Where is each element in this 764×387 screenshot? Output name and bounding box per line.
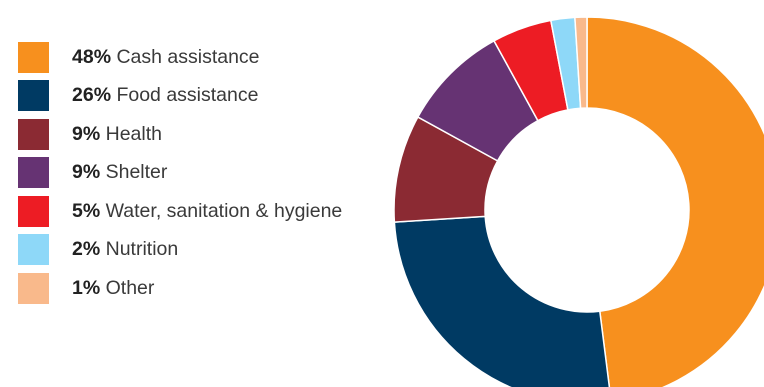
legend-swatch-shelter xyxy=(18,157,49,189)
donut-slice-food-assistance xyxy=(393,215,611,387)
legend-pct-water-sanitation-hygiene: 5% xyxy=(72,199,101,222)
donut-slice-other xyxy=(574,16,588,109)
legend-item-food-assistance: 26% Food assistance xyxy=(18,77,342,116)
legend-label-nutrition: Nutrition xyxy=(105,238,179,261)
legend-label-cash-assistance: Cash assistance xyxy=(116,45,260,68)
legend-swatch-cash-assistance xyxy=(18,41,49,73)
legend-pct-cash-assistance: 48% xyxy=(72,45,112,68)
legend-pct-shelter: 9% xyxy=(72,161,101,184)
legend-label-health: Health xyxy=(105,122,162,145)
legend-item-cash-assistance: 48% Cash assistance xyxy=(18,38,342,77)
legend-item-water-sanitation-hygiene: 5% Water, sanitation & hygiene xyxy=(18,192,342,231)
chart-legend: 48% Cash assistance 26% Food assistance … xyxy=(18,38,342,308)
legend-swatch-food-assistance xyxy=(18,80,49,112)
legend-swatch-health xyxy=(18,118,49,150)
legend-swatch-nutrition xyxy=(18,234,49,266)
legend-item-nutrition: 2% Nutrition xyxy=(18,231,342,270)
legend-swatch-other xyxy=(18,272,49,304)
legend-label-food-assistance: Food assistance xyxy=(116,84,259,107)
legend-swatch-water-sanitation-hygiene xyxy=(18,195,49,227)
legend-item-health: 9% Health xyxy=(18,115,342,154)
legend-pct-health: 9% xyxy=(72,122,101,145)
legend-label-shelter: Shelter xyxy=(105,161,168,184)
legend-item-other: 1% Other xyxy=(18,269,342,308)
legend-pct-food-assistance: 26% xyxy=(72,84,112,107)
donut-slice-cash-assistance xyxy=(586,16,764,387)
legend-pct-nutrition: 2% xyxy=(72,238,101,261)
legend-label-other: Other xyxy=(105,276,155,299)
legend-pct-other: 1% xyxy=(72,276,101,299)
legend-label-water-sanitation-hygiene: Water, sanitation & hygiene xyxy=(105,199,343,222)
legend-item-shelter: 9% Shelter xyxy=(18,154,342,193)
